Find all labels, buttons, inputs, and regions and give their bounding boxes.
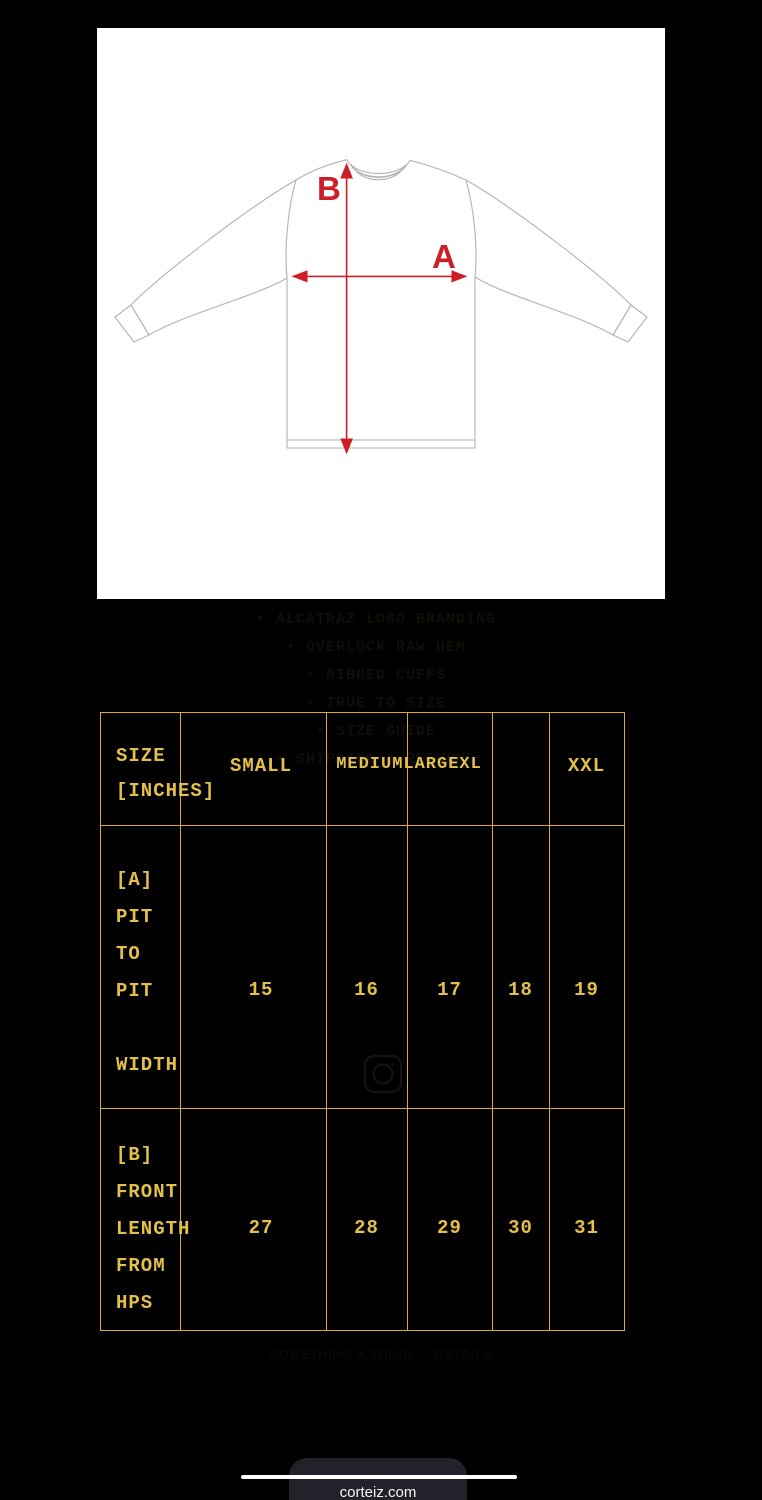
svg-text:B: B [317, 170, 341, 207]
svg-text:A: A [432, 238, 456, 275]
